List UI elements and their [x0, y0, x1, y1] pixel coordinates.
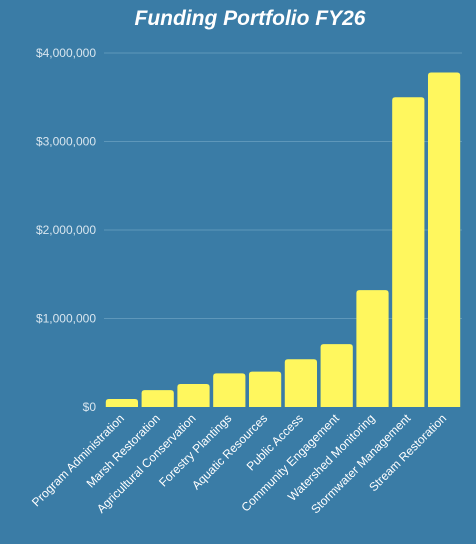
y-axis-ticks: $0 $1,000,000 $2,000,000 $3,000,000 $4,000,0…: [36, 46, 96, 414]
bar: [284, 359, 318, 407]
chart-title: Funding Portfolio FY26: [135, 7, 366, 30]
y-tick-label: $3,000,000: [36, 135, 96, 149]
y-tick-label: $2,000,000: [36, 223, 96, 237]
bar: [105, 399, 139, 407]
bar: [427, 72, 461, 407]
bar: [177, 383, 210, 407]
bar: [141, 390, 174, 407]
bar: [356, 290, 389, 407]
bar: [213, 373, 246, 407]
bars: [105, 72, 461, 407]
y-tick-label: $4,000,000: [36, 46, 96, 60]
bar: [392, 97, 425, 407]
y-tick-label: $1,000,000: [36, 312, 96, 326]
bar: [248, 371, 282, 407]
y-tick-label: $0: [83, 400, 97, 414]
bar: [320, 344, 353, 407]
